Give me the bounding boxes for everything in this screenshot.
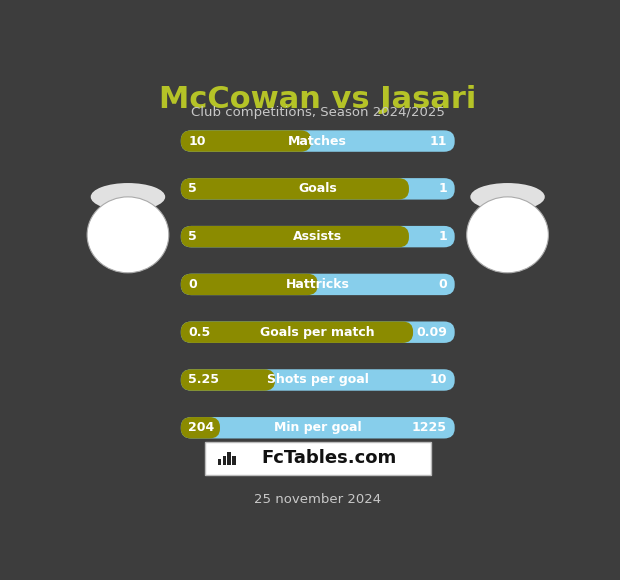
Text: 5: 5 xyxy=(188,182,197,195)
Text: 204: 204 xyxy=(188,421,215,434)
Text: 5: 5 xyxy=(188,230,197,243)
FancyBboxPatch shape xyxy=(181,178,454,200)
FancyBboxPatch shape xyxy=(205,441,431,475)
FancyBboxPatch shape xyxy=(181,178,409,200)
Text: Matches: Matches xyxy=(288,135,347,147)
Text: Min per goal: Min per goal xyxy=(274,421,361,434)
Text: 5.25: 5.25 xyxy=(188,374,219,386)
FancyBboxPatch shape xyxy=(218,459,221,465)
FancyBboxPatch shape xyxy=(181,130,454,152)
Text: 10: 10 xyxy=(188,135,206,147)
Text: Shots per goal: Shots per goal xyxy=(267,374,369,386)
Text: Goals: Goals xyxy=(298,182,337,195)
Text: 0: 0 xyxy=(188,278,197,291)
Circle shape xyxy=(87,197,169,273)
FancyBboxPatch shape xyxy=(181,369,454,391)
FancyBboxPatch shape xyxy=(181,321,413,343)
FancyBboxPatch shape xyxy=(181,226,409,247)
Text: Goals per match: Goals per match xyxy=(260,326,375,339)
FancyBboxPatch shape xyxy=(181,226,454,247)
Text: 10: 10 xyxy=(430,374,447,386)
FancyBboxPatch shape xyxy=(181,321,454,343)
Text: McCowan vs Jasari: McCowan vs Jasari xyxy=(159,85,476,114)
Ellipse shape xyxy=(91,183,165,211)
FancyBboxPatch shape xyxy=(232,456,236,465)
Text: Hattricks: Hattricks xyxy=(286,278,350,291)
Text: 1: 1 xyxy=(438,230,447,243)
Text: Club competitions, Season 2024/2025: Club competitions, Season 2024/2025 xyxy=(191,106,445,119)
Text: 0: 0 xyxy=(438,278,447,291)
Text: 0.09: 0.09 xyxy=(416,326,447,339)
FancyBboxPatch shape xyxy=(181,417,454,438)
Ellipse shape xyxy=(471,183,545,211)
FancyBboxPatch shape xyxy=(223,456,226,465)
Text: Assists: Assists xyxy=(293,230,342,243)
Text: 25 november 2024: 25 november 2024 xyxy=(254,493,381,506)
FancyBboxPatch shape xyxy=(181,274,317,295)
FancyBboxPatch shape xyxy=(181,130,311,152)
Text: 0.5: 0.5 xyxy=(188,326,211,339)
Text: 11: 11 xyxy=(430,135,447,147)
FancyBboxPatch shape xyxy=(181,274,454,295)
FancyBboxPatch shape xyxy=(181,417,220,438)
FancyBboxPatch shape xyxy=(181,369,275,391)
Text: 1: 1 xyxy=(438,182,447,195)
Text: FcTables.com: FcTables.com xyxy=(262,450,397,467)
FancyBboxPatch shape xyxy=(228,452,231,465)
Text: 1225: 1225 xyxy=(412,421,447,434)
Circle shape xyxy=(467,197,548,273)
